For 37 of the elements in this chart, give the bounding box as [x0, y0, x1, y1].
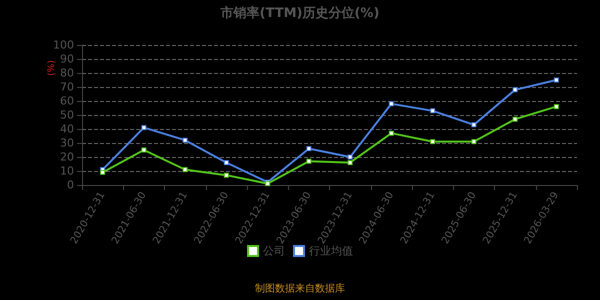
legend-label: 公司 — [263, 244, 285, 258]
point — [182, 138, 188, 143]
point — [348, 154, 353, 160]
y-tick-label: 80 — [60, 66, 74, 80]
y-tick-label: 100 — [53, 38, 74, 52]
y-tick-label: 10 — [60, 164, 74, 178]
point — [554, 104, 559, 110]
y-tick-label: 90 — [60, 52, 74, 66]
chart-title: 市销率(TTM)历史分位(%) — [220, 5, 380, 21]
point — [100, 170, 106, 175]
point — [182, 167, 188, 172]
point — [512, 116, 518, 122]
y-tick-label: 30 — [60, 136, 74, 150]
y-tick-label: 20 — [60, 150, 74, 164]
y-tick-label: 60 — [60, 94, 74, 108]
point — [430, 108, 436, 114]
point — [471, 122, 476, 128]
point — [306, 146, 312, 152]
point — [141, 125, 146, 130]
point — [430, 139, 436, 144]
point — [471, 139, 476, 144]
point — [224, 172, 229, 178]
y-tick-label: 70 — [60, 80, 74, 94]
y-tick-label: 50 — [60, 108, 74, 122]
point — [224, 160, 229, 166]
y-tick-label: 40 — [60, 122, 74, 136]
text: 制图数据来自数据库 — [255, 282, 345, 294]
legend-label: 行业均值 — [309, 244, 353, 258]
y-tick-label: 0 — [67, 178, 74, 192]
point — [306, 158, 312, 164]
point — [512, 87, 518, 92]
y-axis-title: (%) — [47, 60, 57, 76]
point — [388, 101, 394, 106]
point — [141, 148, 146, 152]
point — [554, 78, 559, 82]
point — [348, 160, 353, 166]
point — [388, 130, 394, 136]
